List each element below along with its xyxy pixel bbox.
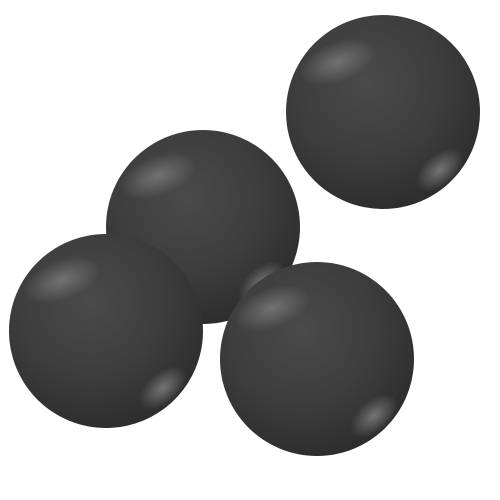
- sphere-bottom-left: [9, 234, 203, 428]
- sphere-top-right: [286, 15, 480, 209]
- sphere-bottom-right: [220, 262, 414, 456]
